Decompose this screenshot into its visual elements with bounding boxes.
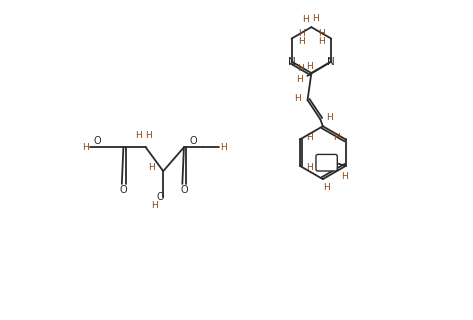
Text: H: H bbox=[312, 14, 319, 23]
Text: H: H bbox=[306, 133, 313, 142]
Text: O: O bbox=[180, 185, 188, 195]
Text: H: H bbox=[318, 37, 325, 46]
FancyBboxPatch shape bbox=[316, 155, 337, 171]
Text: Abs: Abs bbox=[318, 158, 335, 167]
Text: H: H bbox=[323, 183, 329, 192]
Text: N: N bbox=[327, 57, 335, 67]
Text: H: H bbox=[298, 37, 305, 46]
Text: O: O bbox=[93, 136, 101, 146]
Text: H: H bbox=[306, 163, 313, 172]
Text: H: H bbox=[82, 143, 89, 152]
Text: H: H bbox=[151, 201, 158, 210]
Text: O: O bbox=[120, 185, 127, 195]
Text: H: H bbox=[307, 62, 313, 71]
Text: H: H bbox=[326, 113, 333, 122]
Text: H: H bbox=[297, 64, 304, 73]
Text: H: H bbox=[146, 131, 152, 140]
Text: O: O bbox=[156, 192, 164, 202]
Text: H: H bbox=[302, 15, 308, 24]
Text: H: H bbox=[148, 163, 155, 172]
Text: H: H bbox=[298, 29, 305, 38]
Text: H: H bbox=[341, 172, 348, 180]
Text: H: H bbox=[295, 94, 301, 103]
Text: H: H bbox=[333, 133, 340, 142]
Text: H: H bbox=[220, 143, 227, 152]
Text: H: H bbox=[296, 75, 303, 84]
Text: H: H bbox=[135, 131, 142, 140]
Text: N: N bbox=[288, 57, 295, 67]
Text: O: O bbox=[190, 136, 197, 146]
Text: H: H bbox=[318, 29, 325, 38]
